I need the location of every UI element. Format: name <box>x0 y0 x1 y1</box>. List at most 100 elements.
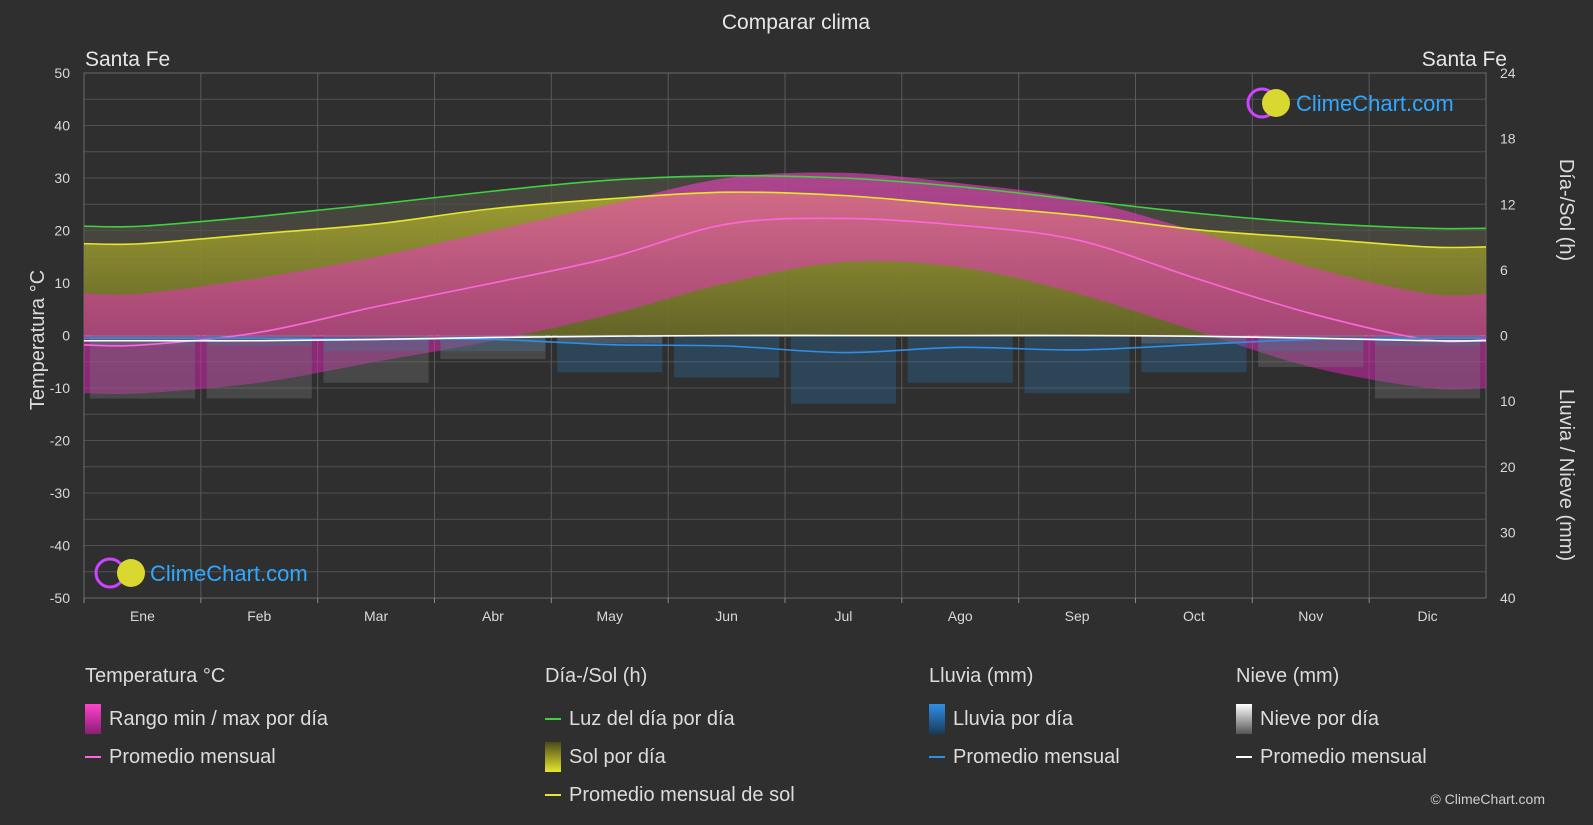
left-tick-label: 0 <box>62 328 70 344</box>
logo-bottom-text: ClimeChart.com <box>150 561 308 586</box>
daylight-swatch <box>545 718 561 720</box>
rain-swatch <box>929 704 945 734</box>
month-label: Sep <box>1065 608 1090 624</box>
legend-snow-avg: Promedio mensual <box>1236 738 1427 776</box>
legend-temp-range: Rango min / max por día <box>85 700 328 738</box>
location-left: Santa Fe <box>85 48 170 71</box>
series-line <box>84 334 1487 342</box>
left-tick-label: 40 <box>54 118 70 134</box>
rain-bar <box>907 335 1013 383</box>
right-bottom-tick-label: 10 <box>1500 393 1516 409</box>
legend-rain-head: Lluvia (mm) <box>929 665 1034 687</box>
left-axis-label: Temperatura °C <box>27 270 49 410</box>
legend-rain-avg-label: Promedio mensual <box>953 745 1120 768</box>
month-label: Jun <box>715 608 738 624</box>
series-line <box>83 174 1487 230</box>
legend-snow: Nieve (mm) Nieve por día Promedio mensua… <box>1236 665 1427 776</box>
legend-sun-head: Día-/Sol (h) <box>545 665 648 687</box>
legend-daylight-label: Luz del día por día <box>569 707 735 730</box>
rain-bar <box>1024 335 1130 394</box>
month-label: Dic <box>1417 608 1437 624</box>
snow-bar <box>557 335 663 344</box>
left-tick-label: 50 <box>54 65 70 81</box>
month-label: May <box>597 608 623 624</box>
snow-avg-swatch <box>1236 756 1252 758</box>
month-label: Oct <box>1183 608 1205 624</box>
logo-top-text: ClimeChart.com <box>1296 91 1454 116</box>
logo-sun-icon <box>117 559 145 587</box>
legend-snow-day-label: Nieve por día <box>1260 707 1379 730</box>
copyright: © ClimeChart.com <box>1430 791 1545 807</box>
right-top-tick-label: 24 <box>1500 65 1516 81</box>
temp-range-swatch <box>85 704 101 734</box>
legend-sunshine: Sol por día <box>545 738 795 776</box>
month-label: Ago <box>948 608 973 624</box>
left-tick-label: -30 <box>50 485 70 501</box>
right-bottom-tick-label: 40 <box>1500 590 1516 606</box>
snow-bar <box>1141 335 1247 344</box>
legend-rain: Lluvia (mm) Lluvia por día Promedio mens… <box>929 665 1120 776</box>
rain-bar <box>674 335 780 378</box>
legend-rain-day-label: Lluvia por día <box>953 707 1074 730</box>
logo-top: ClimeChart.com <box>1246 87 1454 119</box>
snow-bar <box>206 335 312 399</box>
left-tick-label: 20 <box>54 223 70 239</box>
legend-sun-avg: Promedio mensual de sol <box>545 776 795 814</box>
rain-bar <box>557 335 663 373</box>
left-tick-label: 10 <box>54 275 70 291</box>
legend-temp-head: Temperatura °C <box>85 665 226 687</box>
snow-bar <box>1375 335 1481 399</box>
logo-sun-icon <box>1262 89 1290 117</box>
left-tick-label: -50 <box>50 590 70 606</box>
left-tick-label: 30 <box>54 170 70 186</box>
series-line <box>83 217 1487 347</box>
sun-avg-swatch <box>545 794 561 796</box>
right-bottom-tick-label: 20 <box>1500 459 1516 475</box>
rain-bar <box>790 335 896 404</box>
temp-avg-swatch <box>85 756 101 758</box>
logo-bottom: ClimeChart.com <box>94 557 308 589</box>
rain-avg-swatch <box>929 756 945 758</box>
month-label: Ene <box>130 608 155 624</box>
legend-rain-day: Lluvia por día <box>929 700 1120 738</box>
right-top-tick-label: 6 <box>1500 262 1508 278</box>
legend-temperature: Temperatura °C Rango min / max por día P… <box>85 665 328 776</box>
location-right: Santa Fe <box>1422 48 1507 71</box>
right-bottom-tick-label: 30 <box>1500 524 1516 540</box>
right-top-tick-label: 0 <box>1500 328 1508 344</box>
right-top-tick-label: 18 <box>1500 131 1516 147</box>
chart-lines <box>83 174 1487 354</box>
month-label: Feb <box>247 608 271 624</box>
series-line <box>84 337 1487 354</box>
series-line <box>83 191 1487 249</box>
legend-temp-range-label: Rango min / max por día <box>109 707 328 730</box>
left-tick-label: -20 <box>50 433 70 449</box>
legend-temp-avg: Promedio mensual <box>85 738 328 776</box>
snow-bar <box>440 335 546 360</box>
left-tick-label: -10 <box>50 380 70 396</box>
legend-sunshine-label: Sol por día <box>569 745 666 768</box>
rain-bar <box>1141 335 1247 373</box>
chart-title: Comparar clima <box>722 11 871 34</box>
legend-temp-avg-label: Promedio mensual <box>109 745 276 768</box>
right-top-tick-label: 12 <box>1500 196 1516 212</box>
month-label: Jul <box>834 608 852 624</box>
legend-snow-avg-label: Promedio mensual <box>1260 745 1427 768</box>
legend-sun-avg-label: Promedio mensual de sol <box>569 783 795 806</box>
legend-snow-head: Nieve (mm) <box>1236 665 1340 687</box>
axis-ticks: 50 40 30 20 10 0 -10 -20 -30 -40 -50 24 18 12 6 0 10 20 30… <box>50 65 1516 624</box>
legend-daylight: Luz del día por día <box>545 700 795 738</box>
month-label: Nov <box>1298 608 1323 624</box>
month-label: Abr <box>482 608 504 624</box>
legend-rain-avg: Promedio mensual <box>929 738 1120 776</box>
right-axis-top-label: Día-/Sol (h) <box>1555 159 1577 261</box>
sunshine-swatch <box>545 742 561 772</box>
snow-bar <box>323 335 429 383</box>
climate-chart: Comparar clima Santa Fe Santa Fe Tempera… <box>27 11 1577 624</box>
snow-swatch <box>1236 704 1252 734</box>
legend-sun: Día-/Sol (h) Luz del día por día Sol por… <box>545 665 795 814</box>
month-label: Mar <box>364 608 388 624</box>
right-axis-bottom-label: Lluvia / Nieve (mm) <box>1555 389 1577 561</box>
legend-snow-day: Nieve por día <box>1236 700 1427 738</box>
left-tick-label: -40 <box>50 538 70 554</box>
